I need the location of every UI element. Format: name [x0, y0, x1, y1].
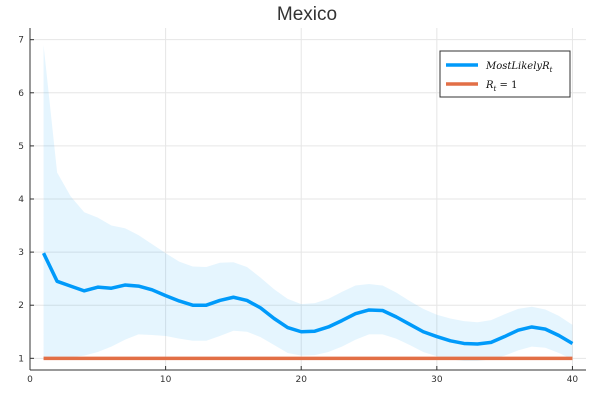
- tick-labels: 0 10 20 30 40 1 2 3 4 5 6 7: [18, 36, 578, 385]
- y-tick-label: 7: [18, 36, 24, 46]
- axes: [29, 28, 586, 371]
- x-tick-label: 30: [431, 375, 443, 385]
- confidence-band: [43, 44, 573, 361]
- x-tick-label: 40: [567, 375, 579, 385]
- y-tick-label: 4: [18, 195, 24, 205]
- x-tick-label: 0: [27, 375, 33, 385]
- series-line-most-likely: [41, 252, 574, 346]
- legend-box: [439, 50, 571, 98]
- confidence-band-layer: [43, 44, 573, 361]
- y-tick-label: 1: [18, 354, 24, 364]
- y-tick-label: 3: [18, 248, 24, 258]
- y-tick-label: 2: [18, 301, 24, 311]
- x-tick-label: 20: [295, 375, 307, 385]
- legend-label: MostLikelyRt: [485, 61, 553, 74]
- legend: MostLikelyRt Rt = 1: [439, 50, 571, 98]
- y-tick-label: 6: [18, 89, 24, 99]
- legend-label: Rt = 1: [485, 80, 517, 93]
- y-tick-label: 5: [18, 142, 24, 152]
- chart-title: Mexico: [277, 4, 337, 25]
- x-tick-label: 10: [160, 375, 172, 385]
- series-lines-layer: [41, 252, 574, 361]
